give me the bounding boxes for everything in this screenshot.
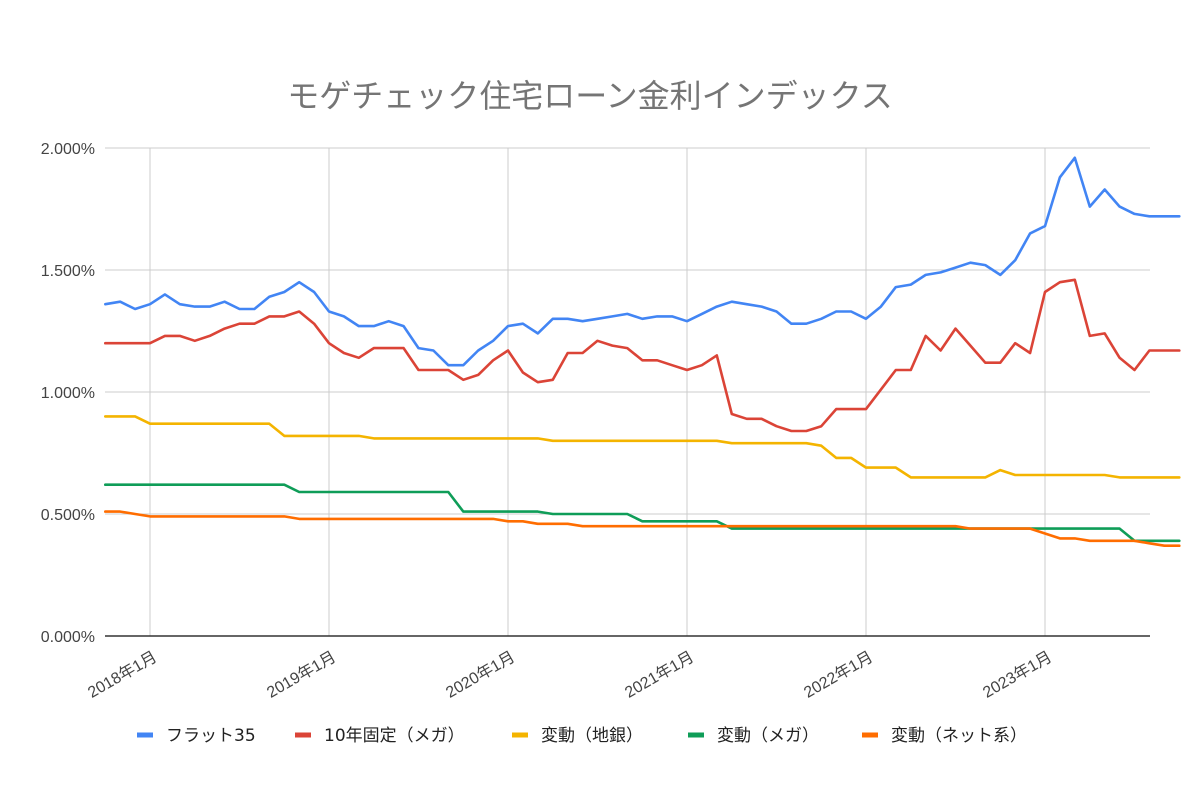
series-line-1 xyxy=(104,156,1181,367)
legend-label-2: 10年固定（メガ） xyxy=(324,726,465,746)
axis-layer: 0.000% 0.500% 1.000% 1.500% 2.000% 2018年1月 201… xyxy=(41,141,1150,702)
x-tick-label: 2023年1月 xyxy=(980,648,1055,702)
legend-label-4: 変動（メガ） xyxy=(717,726,819,746)
chart-title: モゲチェック住宅ローン金利インデックス xyxy=(287,77,892,115)
x-tick-label: 2022年1月 xyxy=(801,648,876,702)
y-tick-label: 0.500% xyxy=(41,507,95,524)
y-tick-label: 2.000% xyxy=(41,141,95,158)
series-line-5 xyxy=(104,510,1181,548)
series-line-2 xyxy=(104,278,1181,433)
series-layer xyxy=(104,156,1181,548)
legend-label-1: フラット35 xyxy=(166,726,256,746)
legend: フラット35 10年固定（メガ） 変動（地銀） 変動（メガ） 変動（ネット系） xyxy=(137,726,1027,746)
y-tick-label: 1.000% xyxy=(41,385,95,402)
x-tick-label: 2021年1月 xyxy=(622,648,697,702)
legend-label-3: 変動（地銀） xyxy=(541,726,643,746)
series-line-3 xyxy=(104,415,1181,479)
x-tick-label: 2018年1月 xyxy=(85,648,160,702)
y-tick-label: 1.500% xyxy=(41,263,95,280)
y-tick-label: 0.000% xyxy=(41,629,95,646)
x-tick-label: 2020年1月 xyxy=(443,648,518,702)
legend-label-5: 変動（ネット系） xyxy=(891,726,1027,746)
grid-layer xyxy=(105,147,1150,636)
x-tick-label: 2019年1月 xyxy=(264,648,339,702)
series-line-4 xyxy=(104,483,1181,543)
